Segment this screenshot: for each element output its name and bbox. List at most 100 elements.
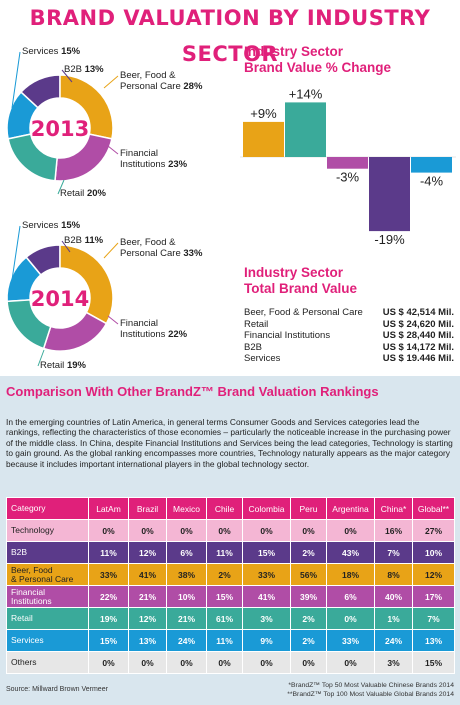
bar-1 — [285, 102, 326, 157]
pie-2013-leader-2 — [103, 75, 119, 89]
table-header-cell: Category — [6, 497, 89, 520]
total-value-row: Services US $ 19.446 Mil. — [244, 353, 454, 365]
table-value-cell: 8% — [374, 563, 413, 586]
table-value-cell: 0% — [242, 651, 291, 674]
comparison-title: Comparison With Other BrandZ™ Brand Valu… — [6, 384, 379, 399]
table-value-cell: 33% — [242, 563, 291, 586]
table-value-cell: 24% — [374, 629, 413, 652]
table-value-cell: 10% — [412, 541, 455, 564]
table-value-cell: 0% — [128, 651, 167, 674]
table-value-cell: 22% — [88, 585, 129, 608]
bar-label-4: -4% — [420, 174, 444, 189]
pie-2013-center — [31, 99, 89, 157]
table-row: Others 0% 0% 0% 0% 0% 0% 0% 3% 15% — [6, 651, 455, 674]
table-row: Retail 19% 12% 21% 61% 3% 2% 0% 1% 7% — [6, 607, 455, 630]
table-value-cell: 11% — [88, 541, 129, 564]
table-category-cell: Services — [6, 629, 89, 652]
table-value-cell: 17% — [412, 585, 455, 608]
pie-2014-label-retail: Retail 19% — [40, 360, 86, 371]
comparison-table: Category LatAm Brazil Mexico Chile Colombia Pe… — [6, 497, 455, 674]
table-header-cell: Peru — [290, 497, 327, 520]
bar-label-0: +9% — [250, 106, 277, 121]
table-value-cell: 11% — [206, 541, 243, 564]
table-value-cell: 0% — [206, 519, 243, 542]
table-value-cell: 12% — [412, 563, 455, 586]
table-category-cell: Financial Institutions — [6, 585, 89, 608]
table-value-cell: 21% — [166, 607, 207, 630]
table-value-cell: 0% — [166, 519, 207, 542]
pie-2013-leader-1 — [61, 69, 73, 83]
table-value-cell: 13% — [128, 629, 167, 652]
pie-2013-slice-4 — [7, 133, 58, 182]
table-category-cell: Others — [6, 651, 89, 674]
table-value-cell: 10% — [166, 585, 207, 608]
table-value-cell: 19% — [88, 607, 129, 630]
table-value-cell: 11% — [206, 629, 243, 652]
table-value-cell: 0% — [326, 519, 375, 542]
table-value-cell: 13% — [412, 629, 455, 652]
table-value-cell: 27% — [412, 519, 455, 542]
pie-chart-2014: 2014 Services 15% B2B 11% Beer, Food & Pe… — [0, 208, 235, 378]
table-value-cell: 24% — [166, 629, 207, 652]
table-category-cell: Retail — [6, 607, 89, 630]
footnotes: *BrandZ™ Top 50 Most Valuable Chinese Br… — [287, 682, 454, 698]
table-value-cell: 43% — [326, 541, 375, 564]
table-header-cell: Brazil — [128, 497, 167, 520]
table-row: Beer, Food & Personal Care 33% 41% 38% 2% 33% 5… — [6, 563, 455, 586]
table-value-cell: 39% — [290, 585, 327, 608]
table-header-cell: Colombia — [242, 497, 291, 520]
table-value-cell: 2% — [206, 563, 243, 586]
pct-change-bar-chart: +9% +14% -3% -19% -4% — [240, 84, 456, 247]
table-header-cell: Global** — [412, 497, 455, 520]
pie-2013-label-retail: Retail 20% — [60, 188, 106, 199]
table-value-cell: 61% — [206, 607, 243, 630]
table-header-cell: Mexico — [166, 497, 207, 520]
table-value-cell: 0% — [290, 519, 327, 542]
table-value-cell: 1% — [374, 607, 413, 630]
table-header-cell: China* — [374, 497, 413, 520]
table-value-cell: 16% — [374, 519, 413, 542]
table-value-cell: 0% — [128, 519, 167, 542]
table-value-cell: 7% — [412, 607, 455, 630]
page-title: BRAND VALUATION BY INDUSTRY SECTOR — [29, 6, 431, 66]
total-value-row: Beer, Food & Personal Care US $ 42,514 Mi… — [244, 307, 454, 318]
table-value-cell: 0% — [326, 651, 375, 674]
table-value-cell: 0% — [242, 519, 291, 542]
total-value-row: B2B US $ 14,172 Mil. — [244, 341, 454, 353]
bar-2 — [327, 157, 368, 169]
bar-label-1: +14% — [289, 86, 323, 101]
total-value-list: Beer, Food & Personal Care US $ 42,514 Mi… — [244, 307, 454, 365]
source-note: Source: Millward Brown Vermeer — [6, 686, 108, 693]
table-value-cell: 3% — [242, 607, 291, 630]
table-header-cell: Argentina — [326, 497, 375, 520]
pie-2014-leader-2 — [103, 242, 119, 259]
table-value-cell: 21% — [128, 585, 167, 608]
pie-2014-label-financial: Financial Institutions 22% — [120, 318, 188, 340]
table-value-cell: 41% — [128, 563, 167, 586]
table-row: B2B 11% 12% 6% 11% 15% 2% 43% 7% 10% — [6, 541, 455, 564]
pie-2014-label-beer: Beer, Food & Personal Care 33% — [120, 237, 203, 259]
pie-2013-leader-3 — [107, 145, 119, 155]
pie-2013-year: 2013 — [31, 117, 89, 141]
pie-2014-year: 2014 — [31, 287, 89, 311]
total-value-row: Retail US $ 24,620 Mil. — [244, 318, 454, 330]
table-value-cell: 15% — [412, 651, 455, 674]
pie-2014-leader-4 — [37, 349, 45, 367]
table-value-cell: 2% — [290, 541, 327, 564]
table-value-cell: 0% — [88, 519, 129, 542]
bar-0 — [243, 121, 284, 157]
pie-2014-leader-3 — [107, 315, 119, 325]
table-value-cell: 41% — [242, 585, 291, 608]
table-value-cell: 6% — [166, 541, 207, 564]
pie-2013-leader-4 — [57, 179, 65, 195]
pie-2013-label-beer: Beer, Food & Personal Care 28% — [120, 70, 203, 92]
total-value-row: Financial Institutions US $ 28,440 Mil. — [244, 330, 454, 342]
pie-2013-label-b2b: B2B 13% — [64, 64, 104, 75]
table-value-cell: 3% — [374, 651, 413, 674]
table-value-cell: 0% — [166, 651, 207, 674]
table-category-cell: Beer, Food & Personal Care — [6, 563, 89, 586]
table-value-cell: 15% — [88, 629, 129, 652]
table-row: Technology 0% 0% 0% 0% 0% 0% 0% 16% 27% — [6, 519, 455, 542]
comparison-paragraph: In the emerging countries of Latin Ameri… — [6, 417, 453, 469]
bar-label-2: -3% — [336, 170, 360, 185]
